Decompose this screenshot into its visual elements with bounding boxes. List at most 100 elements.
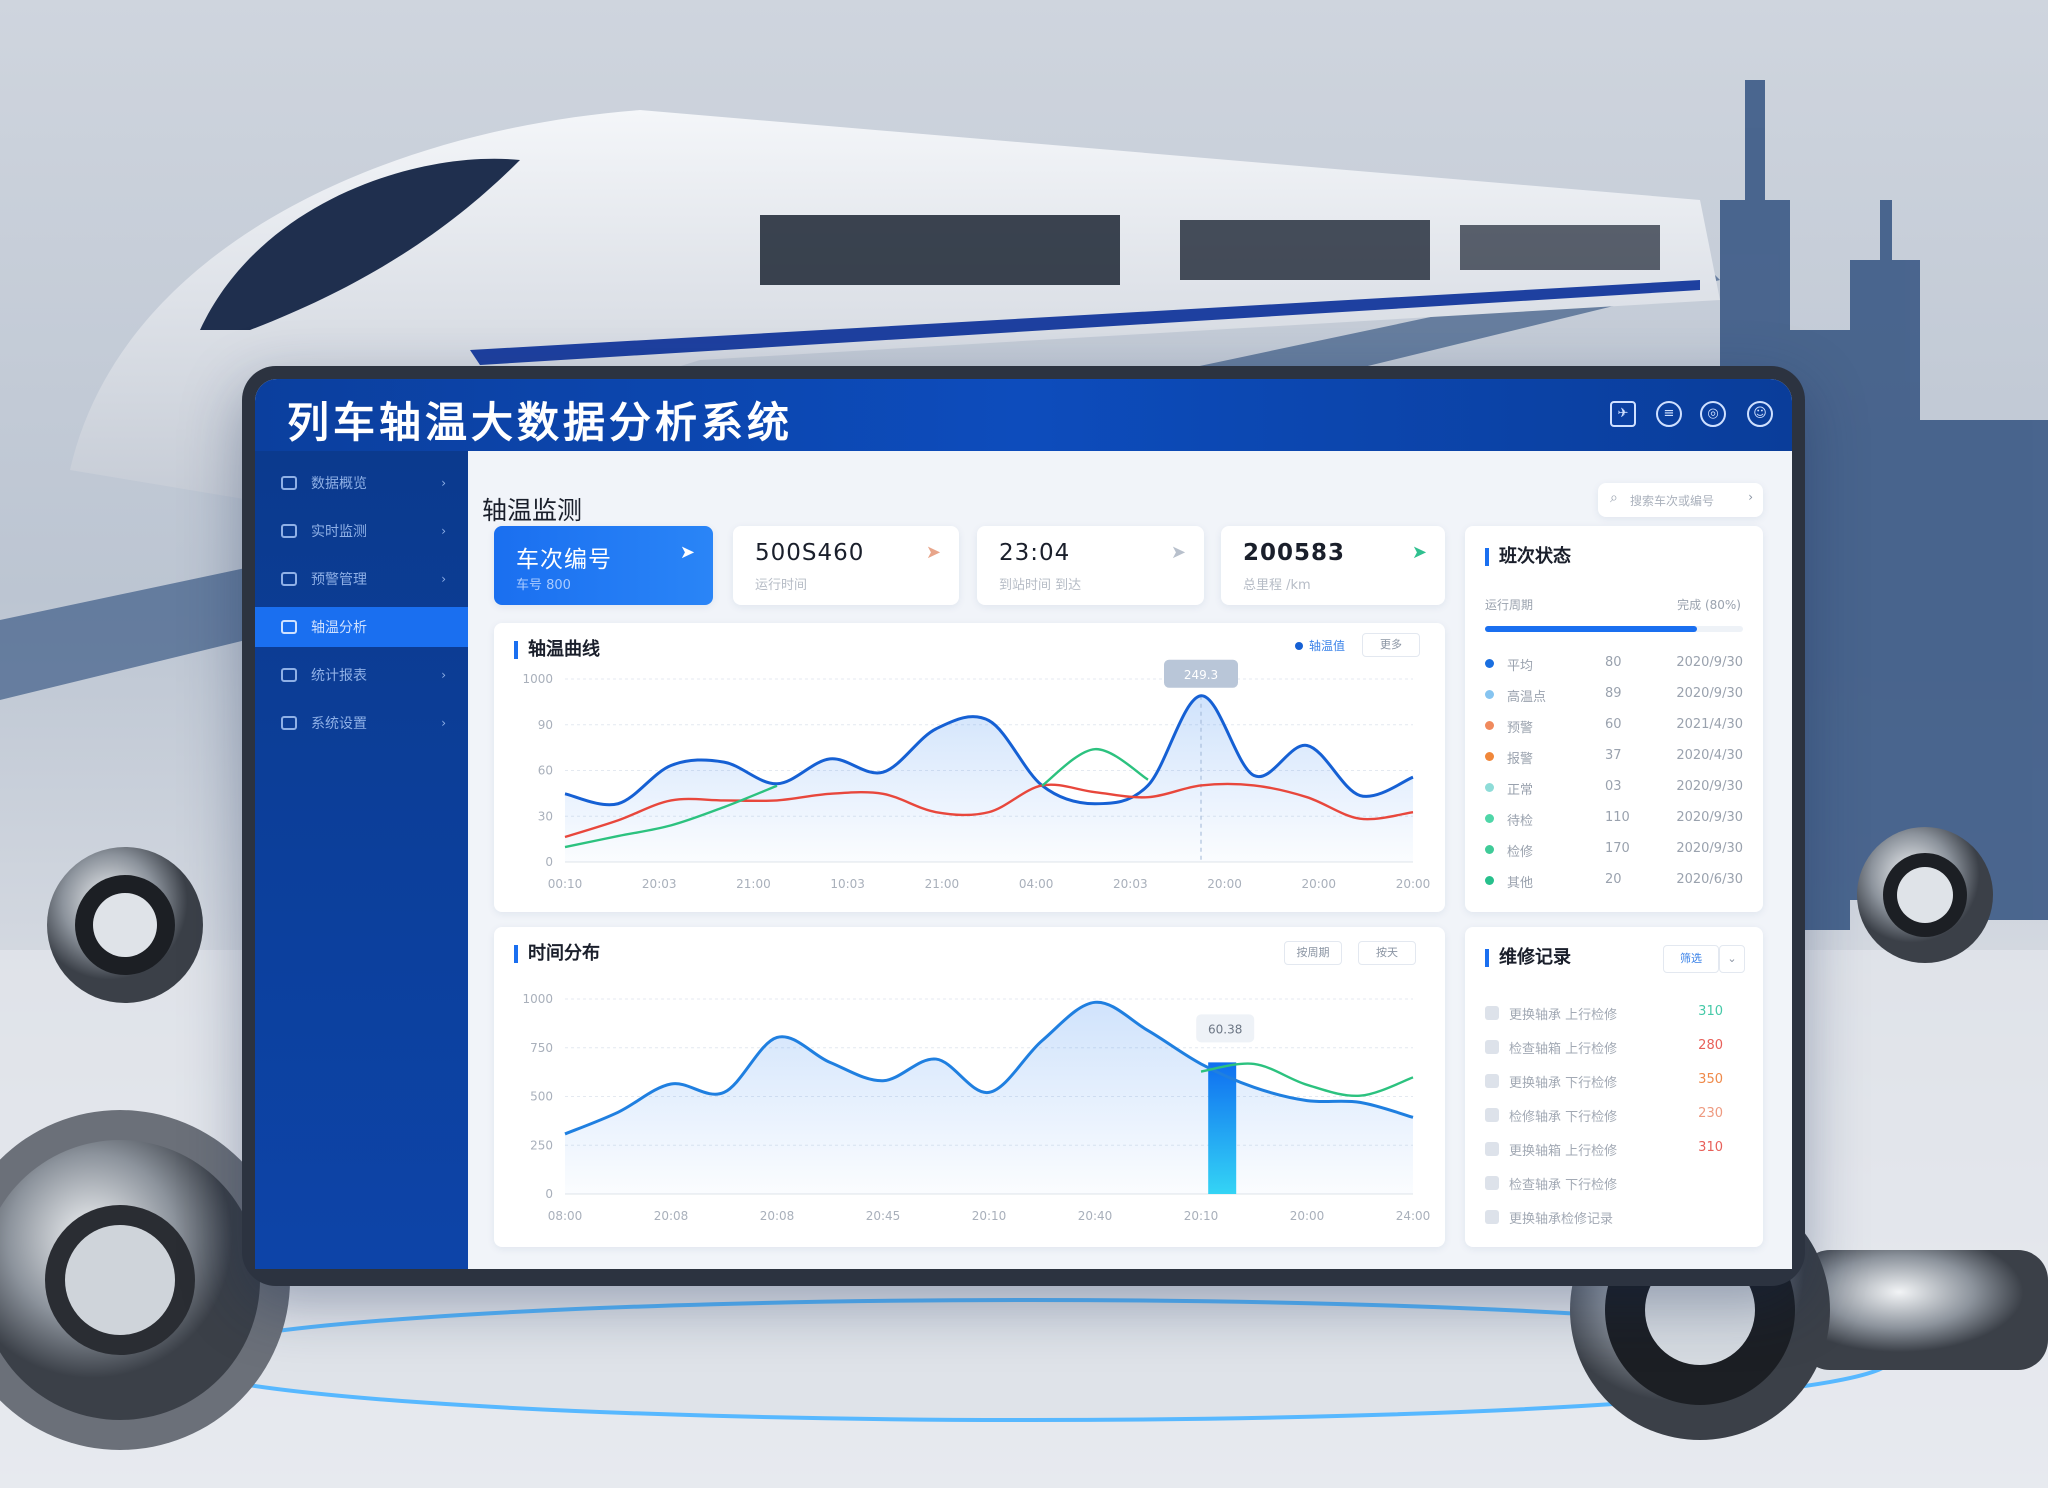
chevron-right-icon: › <box>441 572 446 586</box>
y-tick-label: 750 <box>530 1041 553 1055</box>
y-tick-label: 0 <box>545 855 553 869</box>
status-count: 60 <box>1605 717 1622 732</box>
legend-dot <box>1295 642 1303 650</box>
app-title: 列车轴温大数据分析系统 <box>287 398 794 447</box>
chevron-right-icon: › <box>441 716 446 730</box>
status-name: 高温点 <box>1507 690 1547 705</box>
status-dot <box>1485 845 1494 854</box>
y-tick-label: 250 <box>530 1138 553 1152</box>
user-icon[interactable]: ☺ <box>1747 401 1773 427</box>
x-tick-label: 20:10 <box>1184 1209 1219 1223</box>
record-value: 280 <box>1698 1038 1723 1053</box>
status-row[interactable]: 报警 37 2020/4/30 <box>1485 747 1743 767</box>
gear-icon <box>0 1110 290 1450</box>
status-count: 20 <box>1605 872 1622 887</box>
status-name: 平均 <box>1507 659 1534 674</box>
kpi-value: 车次编号 <box>516 547 612 573</box>
status-value: 2020/9/30 <box>1676 779 1743 794</box>
y-tick-label: 500 <box>530 1090 553 1104</box>
settings-icon[interactable]: ◎ <box>1700 401 1726 427</box>
panel-title: 维修记录 <box>1485 949 1571 967</box>
record-icon <box>1485 1108 1499 1122</box>
sidebar-item[interactable]: 预警管理 › <box>255 559 468 599</box>
maintenance-row[interactable]: 检查轴承 下行检修 <box>1485 1173 1743 1193</box>
panel-title: 轴温曲线 <box>514 641 600 659</box>
kpi-value: 200583 <box>1243 540 1346 566</box>
x-tick-label: 20:00 <box>1207 877 1242 891</box>
more-button[interactable]: 更多 <box>1362 633 1420 657</box>
x-tick-label: 20:03 <box>1113 877 1148 891</box>
sidebar-item[interactable]: 系统设置 › <box>255 703 468 743</box>
maintenance-row[interactable]: 检修轴承 下行检修 230 <box>1485 1105 1743 1125</box>
record-icon <box>1485 1176 1499 1190</box>
status-dot <box>1485 783 1494 792</box>
sidebar-item[interactable]: 数据概览 › <box>255 463 468 503</box>
arrow-icon: ➤ <box>679 542 695 563</box>
y-tick-label: 90 <box>538 718 553 732</box>
highlight-bar[interactable] <box>1208 1062 1237 1194</box>
status-row[interactable]: 预警 60 2021/4/30 <box>1485 716 1743 736</box>
status-count: 80 <box>1605 655 1622 670</box>
panel-title: 班次状态 <box>1485 548 1571 566</box>
y-tick-label: 60 <box>538 764 553 778</box>
status-name: 检修 <box>1507 845 1534 860</box>
maintenance-row[interactable]: 更换轴承 上行检修 310 <box>1485 1003 1743 1023</box>
chevron-right-icon: › <box>441 668 446 682</box>
time-distribution-panel: 时间分布 按周期 按天 0 250 500 750 1000 08:00 20:08 20:0… <box>494 927 1445 1247</box>
status-row[interactable]: 检修 170 2020/9/30 <box>1485 840 1743 860</box>
chevron-right-icon: › <box>441 524 446 538</box>
chevron-down-icon[interactable]: ⌄ <box>1719 945 1745 973</box>
maintenance-row[interactable]: 更换轴承检修记录 <box>1485 1207 1743 1227</box>
x-tick-label: 21:00 <box>925 877 960 891</box>
period-button[interactable]: 按周期 <box>1284 941 1342 965</box>
train-icon[interactable]: ✈ <box>1610 401 1636 427</box>
kpi-sub: 总里程 /km <box>1243 578 1311 593</box>
chevron-right-icon: › <box>441 476 446 490</box>
panel-title: 时间分布 <box>514 945 600 963</box>
status-row[interactable]: 其他 20 2020/6/30 <box>1485 871 1743 891</box>
y-tick-label: 30 <box>538 809 553 823</box>
day-button[interactable]: 按天 <box>1358 941 1416 965</box>
sidebar-item[interactable]: 统计报表 › <box>255 655 468 695</box>
kpi-card-runtime[interactable]: 500S460 运行时间 ➤ <box>733 526 959 605</box>
arrow-icon: ➤ <box>925 542 941 563</box>
sidebar-item-label: 系统设置 <box>311 716 367 732</box>
status-dot <box>1485 814 1494 823</box>
kpi-sub: 到站时间 到达 <box>999 578 1082 593</box>
series-area <box>565 1002 1413 1194</box>
maintenance-row[interactable]: 检查轴箱 上行检修 280 <box>1485 1037 1743 1057</box>
status-name: 其他 <box>1507 876 1534 891</box>
progress-fill <box>1485 626 1697 632</box>
kpi-card-train-number[interactable]: 车次编号 车号 800 ➤ <box>494 526 713 605</box>
kpi-sub: 运行时间 <box>755 578 808 593</box>
progress-label: 运行周期 <box>1485 598 1534 612</box>
sidebar-item[interactable]: 实时监测 › <box>255 511 468 551</box>
status-value: 2020/9/30 <box>1676 810 1743 825</box>
status-row[interactable]: 高温点 89 2020/9/30 <box>1485 685 1743 705</box>
maintenance-row[interactable]: 更换轴箱 上行检修 310 <box>1485 1139 1743 1159</box>
kpi-card-arrival[interactable]: 23:04 到站时间 到达 ➤ <box>977 526 1204 605</box>
x-tick-label: 00:10 <box>548 877 583 891</box>
status-row[interactable]: 正常 03 2020/9/30 <box>1485 778 1743 798</box>
kpi-value: 500S460 <box>755 540 865 566</box>
bar-tooltip <box>1196 1014 1255 1043</box>
status-row[interactable]: 待检 110 2020/9/30 <box>1485 809 1743 829</box>
x-tick-label: 24:00 <box>1396 1209 1431 1223</box>
bearing-right-icon <box>1857 827 1993 963</box>
sidebar-item[interactable]: 轴温分析 <box>255 607 468 647</box>
record-icon <box>1485 1006 1499 1020</box>
kpi-card-mileage[interactable]: 200583 总里程 /km ➤ <box>1221 526 1445 605</box>
legend-label[interactable]: 轴温值 <box>1309 639 1346 653</box>
search-input[interactable]: ⌕ 搜索车次或编号 › <box>1598 483 1763 517</box>
record-text: 检修轴承 下行检修 <box>1509 1110 1618 1125</box>
filter-button[interactable]: 筛选 <box>1663 945 1719 973</box>
bar-tooltip-label: 60.38 <box>1208 1022 1242 1036</box>
maintenance-row[interactable]: 更换轴承 下行检修 350 <box>1485 1071 1743 1091</box>
status-row[interactable]: 平均 80 2020/9/30 <box>1485 654 1743 674</box>
message-icon[interactable]: ≡ <box>1656 401 1682 427</box>
search-placeholder: 搜索车次或编号 <box>1630 494 1715 508</box>
x-tick-label: 20:08 <box>760 1209 795 1223</box>
x-tick-label: 20:00 <box>1290 1209 1325 1223</box>
record-text: 更换轴承 上行检修 <box>1509 1008 1618 1023</box>
y-tick-label: 0 <box>545 1187 553 1201</box>
